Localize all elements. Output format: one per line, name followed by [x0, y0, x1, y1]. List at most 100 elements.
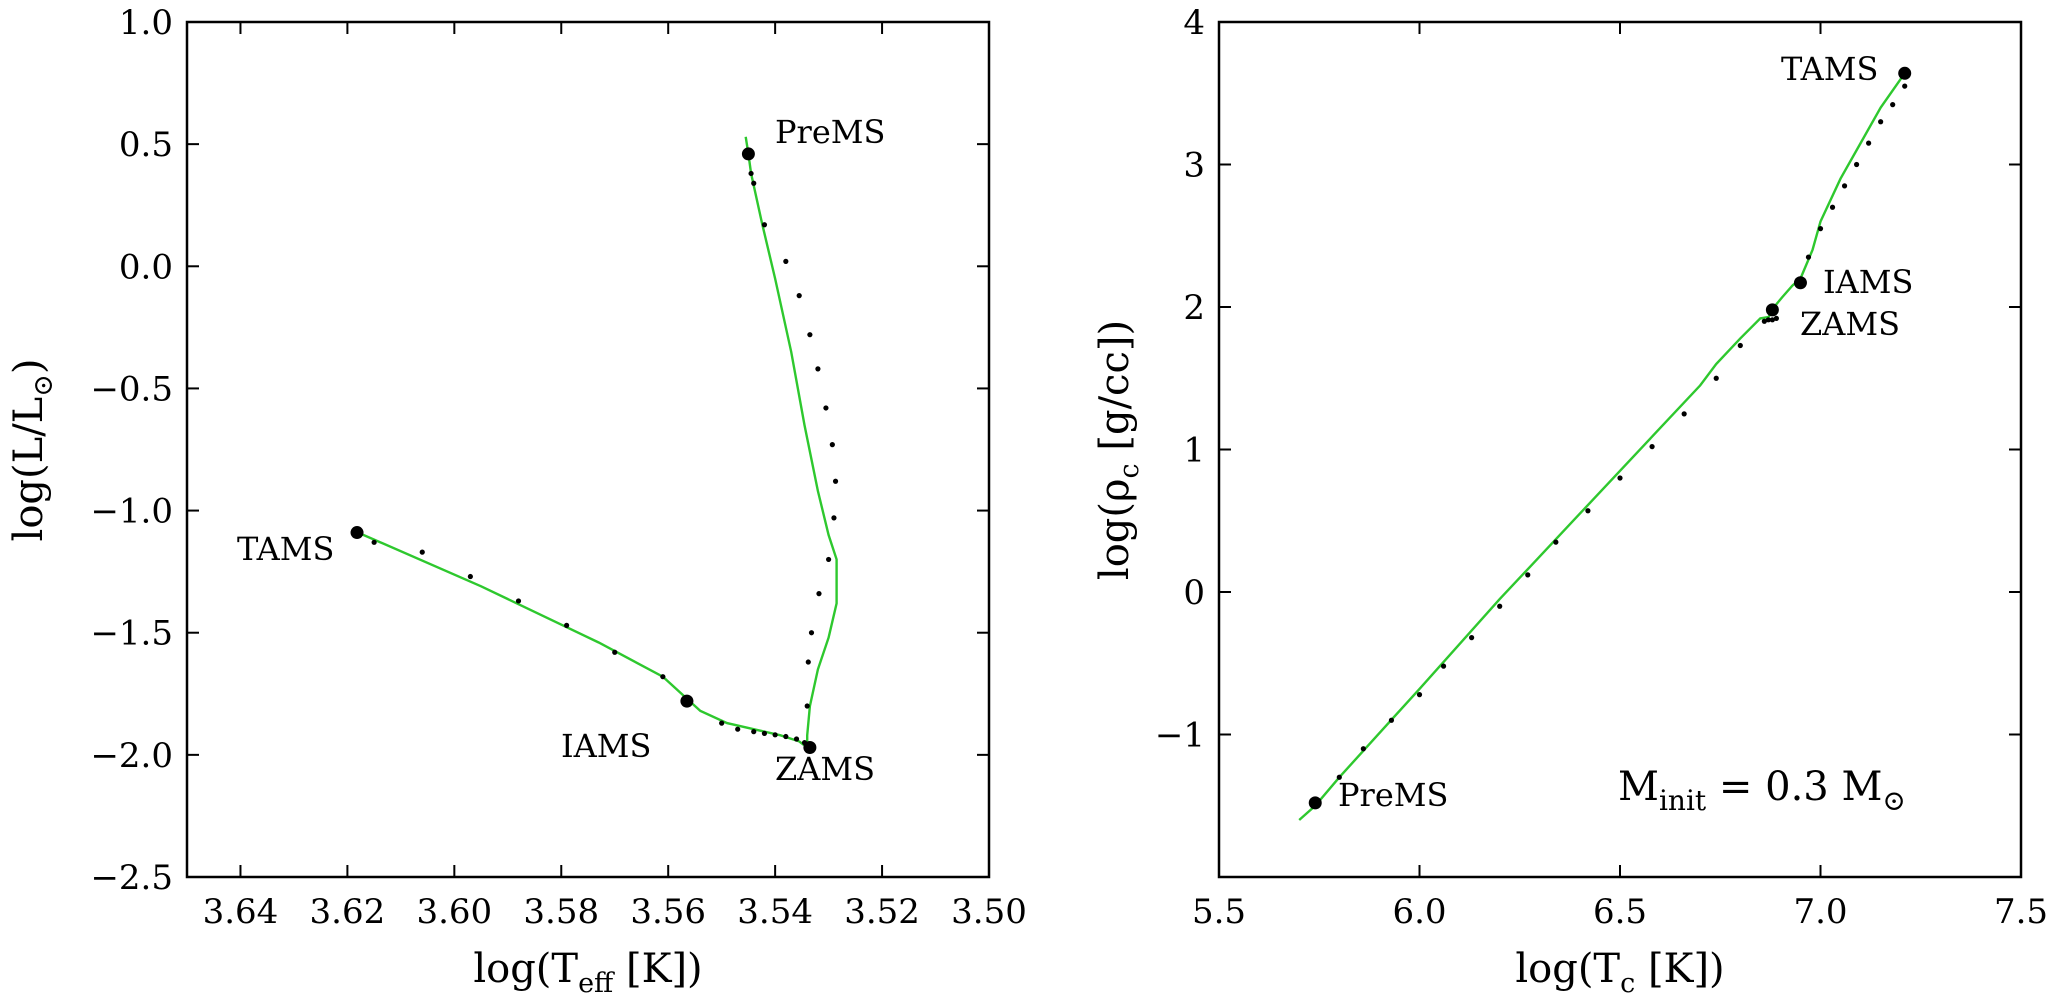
left-ticks: 3.64 3.62 3.60 3.58 3.56 3.54 3.52 3.50 1.0 0.5 0.… [90, 3, 1026, 932]
left-timestep-marker [804, 703, 810, 709]
left-timestep-marker [829, 442, 835, 448]
left-timestep-marker [808, 630, 815, 636]
right-timestep-marker [1902, 83, 1908, 89]
right-label-tams: TAMS [1781, 50, 1878, 88]
left-timestep-marker [796, 293, 802, 299]
right-timestep-marker [1866, 140, 1872, 146]
left-markers-layer [371, 170, 839, 746]
left-ytick-label: −2.0 [90, 736, 173, 776]
right-timestep-marker [1525, 572, 1531, 578]
right-timestep-marker [1737, 342, 1743, 349]
right-timestep-marker [1497, 603, 1503, 609]
right-timestep-marker [1765, 317, 1771, 323]
left-timestep-marker [748, 170, 754, 177]
left-ylabel-main: log(L/L [6, 397, 52, 542]
left-label-prems: PreMS [775, 113, 885, 151]
left-xtick-label: 3.54 [737, 892, 813, 932]
right-xlabel-tail: [K]) [1635, 946, 1724, 992]
left-label-zams: ZAMS [775, 750, 875, 788]
left-stage-point-tams [350, 526, 364, 540]
left-xlabel-main: log(T [473, 946, 578, 992]
left-ylabel-sub: ⊙ [28, 374, 59, 397]
left-timestep-marker [751, 180, 757, 186]
left-timestep-marker [761, 730, 768, 736]
left-stage-point-prems [741, 147, 755, 161]
right-ylabel-sub: c [1114, 463, 1145, 478]
left-xlabel-sub: eff [578, 968, 615, 999]
left-xtick-label: 3.58 [523, 892, 599, 932]
right-ytick-label: 1 [1183, 431, 1205, 471]
left-timestep-marker [564, 622, 570, 628]
left-timestep-marker [823, 405, 829, 411]
mass-sub: init [1659, 784, 1707, 817]
right-timestep-marker [1841, 183, 1848, 189]
left-ytick-label: −1.0 [90, 492, 173, 532]
mass-sun-symbol: ⊙ [1882, 784, 1905, 817]
right-timestep-marker [1585, 508, 1591, 514]
left-ytick-label: 0.0 [119, 247, 173, 287]
central-density-panel: 5.5 6.0 6.5 7.0 7.5 4 3 2 1 0 −1 PreMS ZAMS IAMS T… [1092, 3, 2048, 999]
right-timestep-marker [1469, 635, 1475, 641]
right-xlabel-sub: c [1620, 968, 1635, 999]
mass-main: M [1618, 764, 1659, 810]
left-ytick-label: 0.5 [119, 125, 173, 165]
right-timestep-marker [1878, 119, 1884, 125]
right-timestep-marker [1336, 774, 1342, 780]
left-timestep-marker [807, 332, 813, 338]
mass-value: = 0.3 M [1706, 764, 1882, 810]
left-timestep-marker [793, 736, 800, 742]
right-timestep-marker [1853, 161, 1860, 168]
left-timestep-marker [735, 726, 741, 732]
left-timestep-marker [772, 732, 778, 738]
left-xtick-label: 3.64 [203, 892, 279, 932]
right-x-axis-label: log(Tc [K]) [1515, 946, 1724, 999]
left-timestep-marker [719, 720, 725, 726]
initial-mass-annotation: Minit = 0.3 M⊙ [1618, 764, 1906, 817]
left-label-iams: IAMS [561, 727, 651, 765]
right-ytick-label: 2 [1183, 288, 1205, 328]
left-timestep-marker [805, 659, 811, 665]
hr-diagram-panel: 3.64 3.62 3.60 3.58 3.56 3.54 3.52 3.50 1.0 0.5 0.… [6, 3, 1027, 999]
left-timestep-marker [612, 649, 618, 655]
left-ytick-label: −0.5 [90, 369, 173, 409]
right-timestep-marker [1761, 318, 1767, 324]
left-label-tams: TAMS [237, 530, 334, 568]
right-ytick-label: −1 [1155, 716, 1205, 756]
left-timestep-marker [761, 222, 768, 228]
left-timestep-marker [826, 556, 832, 563]
right-timestep-marker [1440, 663, 1447, 669]
left-ytick-label: −1.5 [90, 614, 173, 654]
right-timestep-marker [1805, 254, 1812, 260]
right-plot-frame [1217, 20, 2023, 879]
left-timestep-marker [467, 573, 473, 580]
right-xtick-label: 6.0 [1392, 892, 1446, 932]
left-stage-point-iams [680, 694, 694, 708]
left-ylabel-tail: ) [6, 359, 52, 375]
left-track-line [357, 136, 838, 750]
right-timestep-marker [1890, 102, 1896, 108]
left-stage-points [350, 147, 817, 755]
right-ylabel-main: log(ρ [1092, 478, 1138, 580]
right-timestep-marker [1681, 411, 1687, 417]
right-xlabel-main: log(T [1515, 946, 1620, 992]
right-stage-point-tams [1898, 66, 1912, 80]
right-timestep-marker [1769, 317, 1775, 323]
left-ytick-label: 1.0 [119, 3, 173, 43]
right-track-line [1298, 72, 1906, 821]
right-timestep-marker [1617, 475, 1623, 481]
right-track-layer [1298, 72, 1906, 821]
left-timestep-marker [660, 674, 666, 680]
left-stage-point-zams [803, 741, 817, 755]
left-timestep-marker [815, 366, 821, 372]
left-xlabel-tail: [K]) [613, 946, 702, 992]
left-ytick-label: −2.5 [90, 858, 173, 898]
right-ytick-label: 3 [1183, 146, 1205, 186]
left-track-layer [357, 136, 838, 750]
left-x-axis-label: log(Teff [K]) [473, 946, 702, 999]
right-stage-point-prems [1308, 796, 1322, 810]
right-label-prems: PreMS [1338, 776, 1448, 814]
right-ylabel-tail: [g/cc]) [1092, 320, 1138, 463]
left-timestep-marker [831, 515, 837, 521]
right-timestep-marker [1713, 375, 1719, 381]
